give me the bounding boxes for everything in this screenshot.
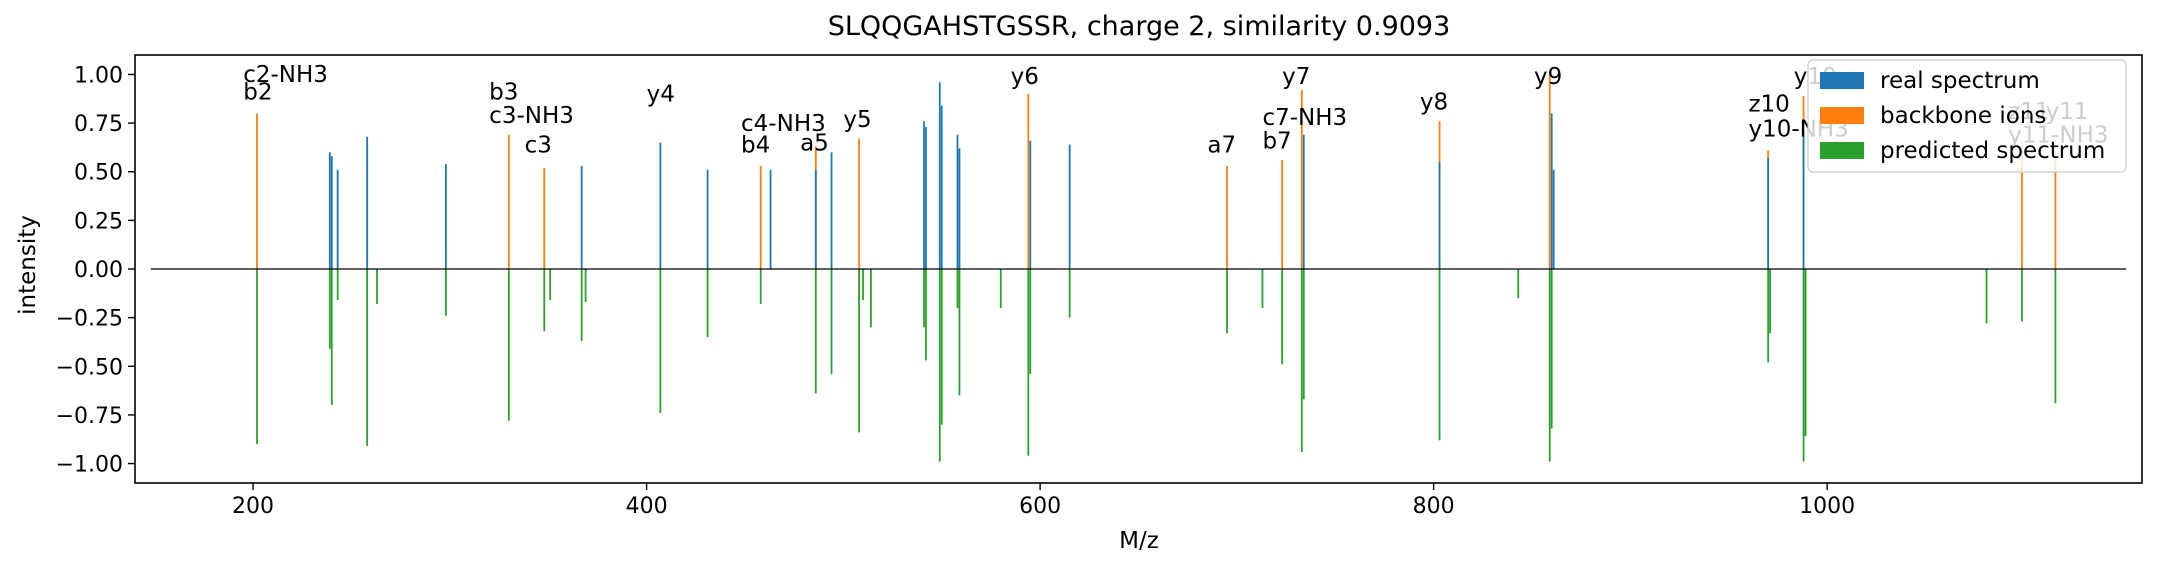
peak-label: b4 (741, 132, 770, 158)
peak-label: b7 (1262, 128, 1291, 154)
y-tick-label: 0.25 (74, 209, 123, 234)
y-tick-label: −1.00 (56, 453, 123, 478)
y-tick-label: −0.75 (56, 404, 123, 429)
peak-label: a7 (1207, 132, 1236, 158)
peak-label: b2 (243, 80, 272, 106)
legend-box (1807, 59, 2127, 173)
x-tick-label: 400 (626, 494, 668, 519)
legend-swatch (1820, 107, 1864, 124)
peak-label: y6 (1011, 64, 1039, 90)
peak-label: y9 (1534, 64, 1562, 90)
legend-swatch (1820, 72, 1864, 89)
y-tick-label: 0.00 (74, 258, 123, 283)
legend-swatch (1820, 142, 1864, 159)
peak-label: y7 (1282, 64, 1310, 90)
y-tick-label: 1.00 (74, 63, 123, 88)
peak-label: c3 (525, 132, 552, 158)
legend-label: predicted spectrum (1880, 138, 2105, 164)
peak-label: b3 (489, 80, 518, 106)
x-tick-label: 200 (232, 494, 274, 519)
peak-label: y5 (843, 107, 871, 133)
x-tick-label: 1000 (1799, 494, 1855, 519)
x-tick-label: 600 (1019, 494, 1061, 519)
peak-label: c7-NH3 (1262, 105, 1347, 131)
peak-label: c4-NH3 (741, 111, 826, 137)
y-tick-label: 0.50 (74, 161, 123, 186)
peak-label: y4 (647, 82, 675, 108)
legend-label: real spectrum (1880, 68, 2040, 94)
chart-title: SLQQGAHSTGSSR, charge 2, similarity 0.90… (828, 11, 1451, 42)
y-tick-label: 0.75 (74, 112, 123, 137)
legend: real spectrum backbone ions predicted spec… (1807, 59, 2127, 173)
peak-label: c2-NH3 (243, 62, 328, 88)
y-tick-label: −0.50 (56, 355, 123, 380)
peak-label: y8 (1420, 89, 1448, 115)
x-axis-label: M/z (1119, 528, 1159, 554)
y-axis-label: intensity (15, 215, 41, 315)
peak-label: c3-NH3 (489, 103, 574, 129)
peak-label: z10 (1748, 91, 1789, 117)
peak-label: a5 (800, 130, 829, 156)
y-tick-label: −0.25 (56, 307, 123, 332)
legend-label: backbone ions (1880, 103, 2046, 129)
x-tick-label: 800 (1413, 494, 1455, 519)
